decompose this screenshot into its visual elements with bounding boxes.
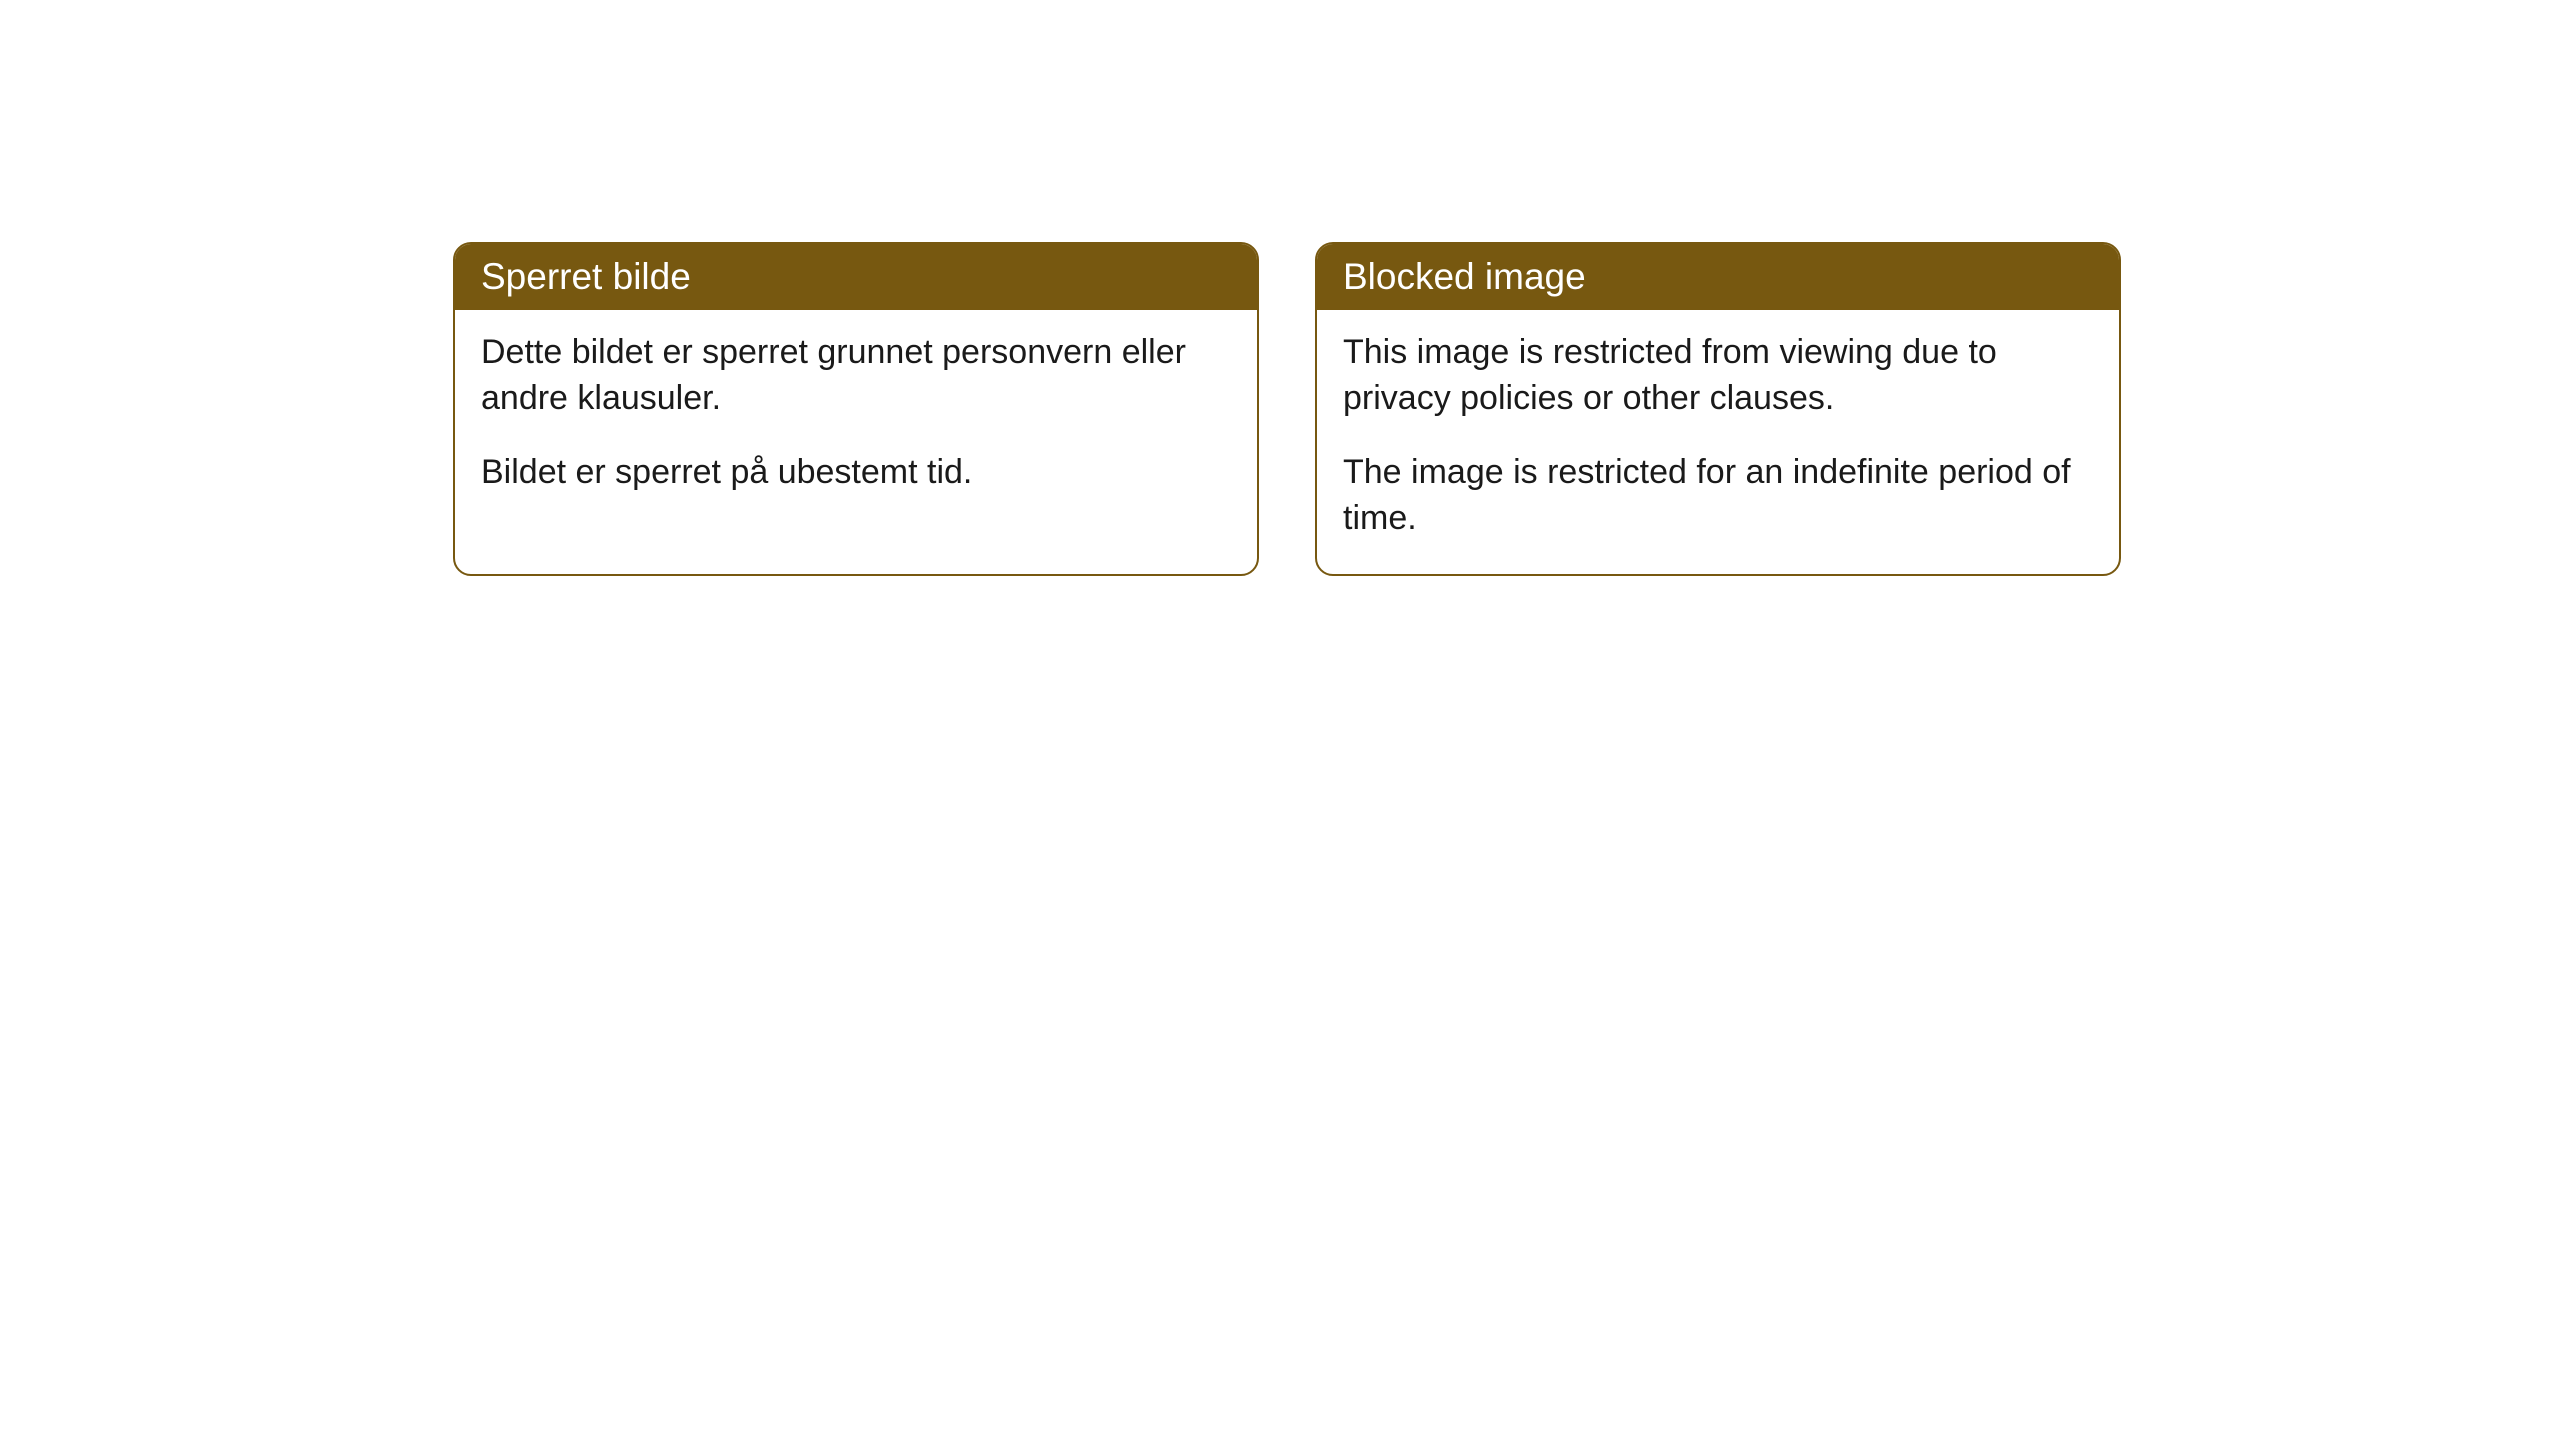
card-paragraph: This image is restricted from viewing du…: [1343, 330, 2093, 422]
card-header: Blocked image: [1317, 244, 2119, 310]
notice-cards-container: Sperret bilde Dette bildet er sperret gr…: [453, 242, 2121, 576]
card-body: Dette bildet er sperret grunnet personve…: [455, 310, 1257, 528]
notice-card-english: Blocked image This image is restricted f…: [1315, 242, 2121, 576]
card-paragraph: The image is restricted for an indefinit…: [1343, 450, 2093, 542]
notice-card-norwegian: Sperret bilde Dette bildet er sperret gr…: [453, 242, 1259, 576]
card-header: Sperret bilde: [455, 244, 1257, 310]
card-paragraph: Dette bildet er sperret grunnet personve…: [481, 330, 1231, 422]
card-body: This image is restricted from viewing du…: [1317, 310, 2119, 574]
card-paragraph: Bildet er sperret på ubestemt tid.: [481, 450, 1231, 496]
card-title: Blocked image: [1343, 256, 1586, 297]
card-title: Sperret bilde: [481, 256, 691, 297]
